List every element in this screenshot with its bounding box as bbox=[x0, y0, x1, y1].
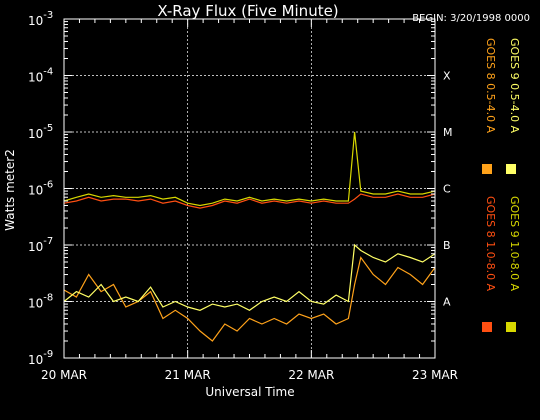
x-tick-label-3: 23 MAR bbox=[412, 368, 458, 382]
y-tick-label-5: 10-8 bbox=[28, 293, 53, 311]
series-line-0 bbox=[63, 256, 436, 342]
legend-swatch-2 bbox=[482, 322, 492, 332]
flare-class-label-c: C bbox=[443, 183, 451, 196]
legend-entry-0: GOES 8 0.5-4.0 A bbox=[484, 38, 497, 134]
legend-swatch-3 bbox=[506, 322, 516, 332]
flare-class-label-a: A bbox=[443, 296, 451, 309]
x-tick-label-1: 21 MAR bbox=[165, 368, 211, 382]
series-line-2 bbox=[63, 193, 436, 209]
chart-title: X-Ray Flux (Five Minute) bbox=[157, 2, 338, 20]
y-axis-label: Watts meter2 bbox=[3, 149, 17, 231]
flare-class-label-b: B bbox=[443, 239, 451, 252]
y-tick-label-0: 10-3 bbox=[28, 10, 53, 28]
y-tick-label-3: 10-6 bbox=[28, 180, 53, 198]
flare-class-label-m: M bbox=[443, 126, 453, 139]
legend-entry-3: GOES 9 1.0-8.0 A bbox=[508, 196, 521, 292]
x-tick-label-0: 20 MAR bbox=[41, 368, 87, 382]
flare-class-label-x: X bbox=[443, 70, 451, 83]
y-tick-label-4: 10-7 bbox=[28, 236, 53, 254]
x-tick-label-2: 22 MAR bbox=[288, 368, 334, 382]
series-lines bbox=[63, 131, 436, 342]
x-axis-label: Universal Time bbox=[205, 385, 294, 399]
legend-entry-2: GOES 8 1.0-8.0 A bbox=[484, 196, 497, 292]
legend-swatch-0 bbox=[482, 164, 492, 174]
grid-lines bbox=[64, 19, 435, 358]
y-tick-label-2: 10-5 bbox=[28, 123, 53, 141]
legend-entry-1: GOES 9 0.5-4.0 A bbox=[508, 38, 521, 134]
axis-labels: X M C B A 20 MAR 21 MAR 22 MAR 23 MAR 10-3 10-4 10-… bbox=[28, 10, 458, 382]
y-tick-label-6: 10-9 bbox=[28, 349, 53, 367]
series-line-3 bbox=[63, 131, 436, 207]
legend: GOES 8 0.5-4.0 A GOES 9 0.5-4.0 A GOES 8 1… bbox=[482, 38, 521, 332]
begin-label: BEGIN: 3/20/1998 0000 bbox=[412, 13, 530, 24]
series-line-1 bbox=[63, 243, 436, 311]
y-tick-label-1: 10-4 bbox=[28, 67, 53, 85]
axis-ticks bbox=[63, 18, 436, 359]
legend-swatch-1 bbox=[506, 164, 516, 174]
